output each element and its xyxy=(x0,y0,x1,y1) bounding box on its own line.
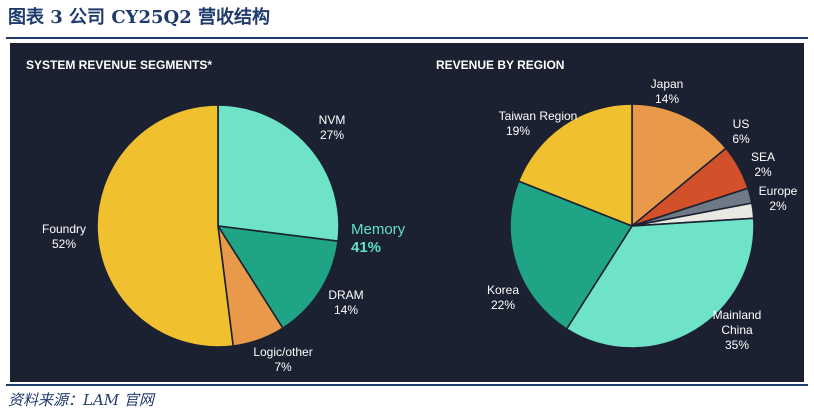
region-value-japan: 14% xyxy=(655,92,679,106)
segments-slice-dram xyxy=(217,225,339,329)
segments-pie xyxy=(96,104,340,348)
region-label-taiwan: Taiwan Region xyxy=(499,109,578,123)
region-chart-title: REVENUE BY REGION xyxy=(436,58,564,72)
region-slice-korea xyxy=(509,180,633,330)
segments-slice-foundry xyxy=(96,104,234,348)
bottom-rule xyxy=(6,384,808,386)
segments-value-dram: 14% xyxy=(334,303,358,317)
segments-label-logic: Logic/other xyxy=(253,345,312,359)
region-value-sea: 2% xyxy=(754,165,772,179)
memory-annotation-value: 41% xyxy=(351,239,381,256)
region-value-europe: 2% xyxy=(769,199,787,213)
region-value-us: 6% xyxy=(732,132,750,146)
region-label-europe: Europe xyxy=(759,184,798,198)
figure-title: 图表 3 公司 CY25Q2 营收结构 xyxy=(8,7,271,28)
region-label-china-line2: China xyxy=(721,323,753,337)
top-rule xyxy=(6,37,808,39)
region-slice-taiwan-region xyxy=(517,103,633,227)
region-label-korea: Korea xyxy=(487,283,519,297)
segments-value-nvm: 27% xyxy=(320,128,344,142)
region-value-china: 35% xyxy=(725,338,749,352)
region-slice-mainland-china xyxy=(565,217,755,349)
segments-label-foundry: Foundry xyxy=(42,222,86,236)
segments-chart-title: SYSTEM REVENUE SEGMENTS* xyxy=(26,58,212,72)
segments-label-dram: DRAM xyxy=(328,288,363,302)
region-value-taiwan: 19% xyxy=(506,124,530,138)
region-label-sea: SEA xyxy=(751,150,775,164)
region-label-us: US xyxy=(733,117,750,131)
segments-label-nvm: NVM xyxy=(319,113,346,127)
region-slice-japan xyxy=(631,103,727,227)
region-pie xyxy=(509,103,755,349)
region-value-korea: 22% xyxy=(491,298,515,312)
memory-annotation-label: Memory xyxy=(351,221,406,238)
segments-slice-nvm xyxy=(217,104,340,242)
region-label-japan: Japan xyxy=(651,77,684,91)
region-label-china-line1: Mainland xyxy=(713,308,762,322)
segments-value-logic: 7% xyxy=(274,360,292,374)
source-note: 资料来源：LAM 官网 xyxy=(8,391,154,409)
segments-value-foundry: 52% xyxy=(52,237,76,251)
